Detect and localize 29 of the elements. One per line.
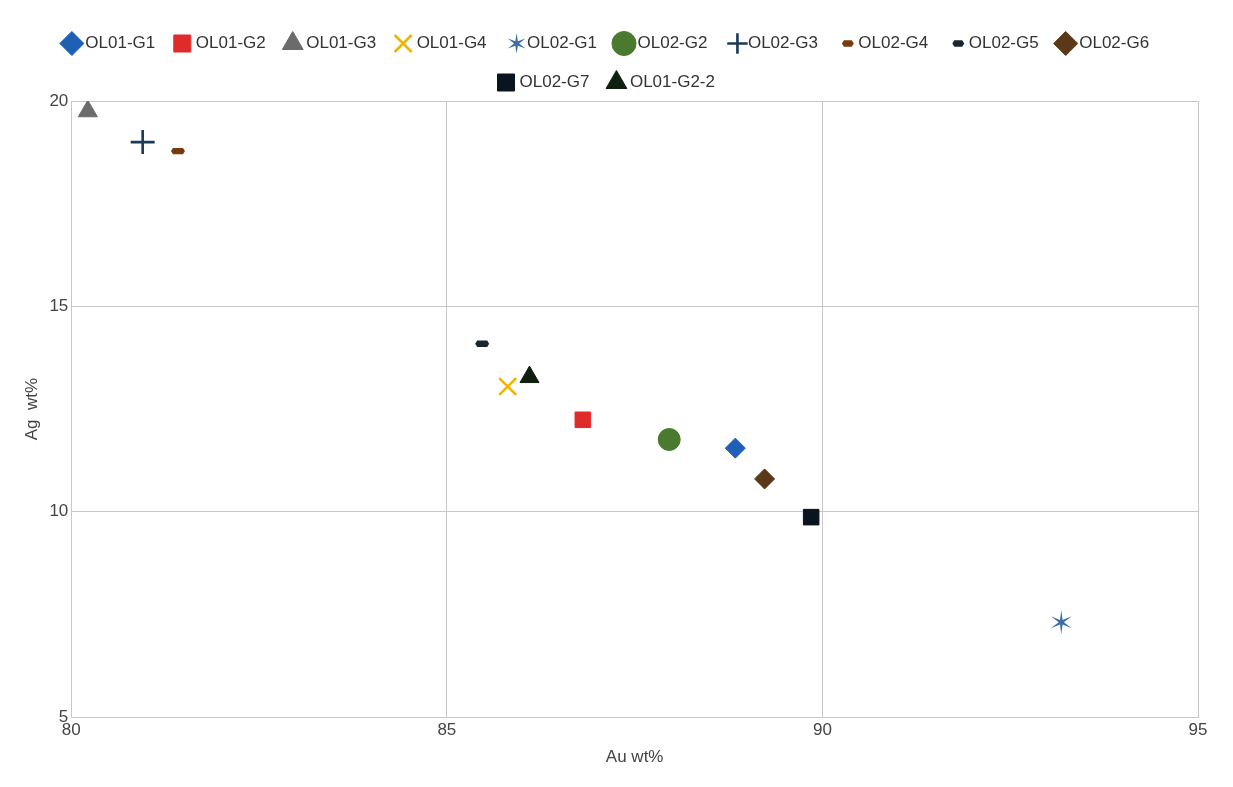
legend-label: OL01-G4 xyxy=(416,33,487,53)
legend-label: OL02-G5 xyxy=(968,33,1039,53)
legend-label: OL02-G6 xyxy=(1079,33,1150,53)
legend-label: OL01-G3 xyxy=(306,33,377,53)
point xyxy=(657,428,681,451)
legend-label: OL02-G7 xyxy=(519,72,590,92)
y-axis-title: Ag wt% xyxy=(21,377,41,441)
point xyxy=(724,437,746,459)
point xyxy=(574,411,592,429)
y-tick-label: 10 xyxy=(49,501,69,521)
point xyxy=(130,130,155,155)
point xyxy=(497,376,518,397)
point xyxy=(1050,610,1072,635)
legend-label: OL02-G1 xyxy=(527,33,598,53)
x-tick-label: 95 xyxy=(1188,720,1208,740)
y-tick-label: 20 xyxy=(49,90,69,110)
legend-label: OL02-G2 xyxy=(637,33,708,53)
y-tick-label: 15 xyxy=(49,296,69,316)
x-tick-label: 90 xyxy=(812,720,832,740)
legend-label: OL01-G2-2 xyxy=(629,72,715,92)
point xyxy=(77,101,98,118)
point xyxy=(754,468,776,490)
legend-label: OL01-G1 xyxy=(85,33,156,53)
legend-label: OL01-G2 xyxy=(195,33,266,53)
x-axis-title: Au wt% xyxy=(605,747,664,767)
x-tick-label: 85 xyxy=(437,720,457,740)
legend-label: OL02-G3 xyxy=(747,33,818,53)
legend-label: OL02-G4 xyxy=(858,33,929,53)
point xyxy=(802,508,820,526)
